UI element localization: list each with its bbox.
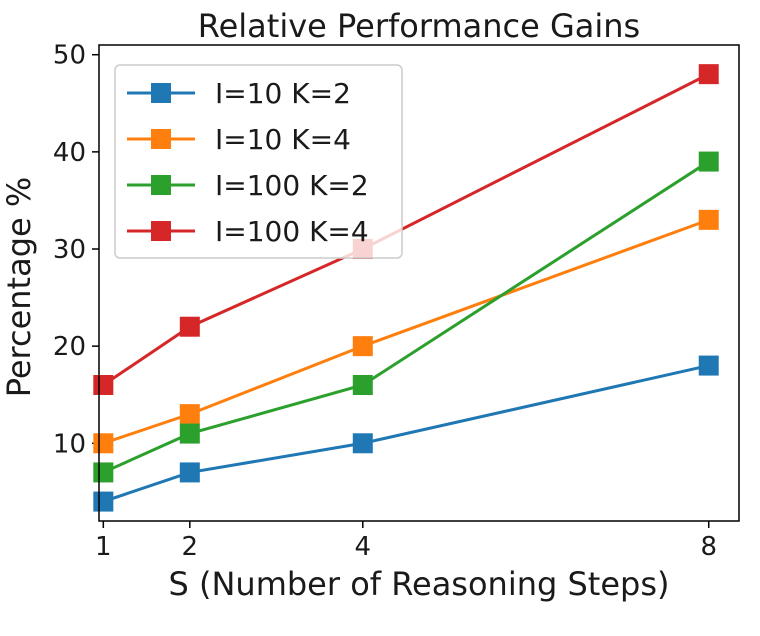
data-point-marker <box>698 355 719 376</box>
y-tick-label: 20 <box>53 332 86 362</box>
x-tick-label: 1 <box>95 532 112 562</box>
data-point-marker <box>698 209 719 230</box>
x-tick-label: 8 <box>700 532 717 562</box>
series-line <box>102 160 710 474</box>
plot-frame <box>98 44 740 522</box>
data-point-marker <box>93 462 114 483</box>
legend-label: I=10 K=2 <box>215 77 351 110</box>
legend-marker <box>151 175 171 195</box>
series-line <box>102 72 710 387</box>
legend-label: I=100 K=2 <box>215 169 369 202</box>
data-point-marker <box>179 462 200 483</box>
data-point-marker <box>352 336 373 357</box>
legend-label: I=100 K=4 <box>215 215 369 248</box>
series-line <box>102 364 710 503</box>
series-line <box>102 218 710 445</box>
axis-ticks: 1 2 4 8 10 20 30 40 50 <box>53 41 717 562</box>
x-tick-label: 4 <box>355 532 372 562</box>
data-point-marker <box>698 64 719 85</box>
legend: I=10 K=2 I=10 K=4 I=100 K=2 I=100 K=4 <box>114 64 403 259</box>
legend-marker <box>151 129 171 149</box>
y-axis-label: Percentage % <box>0 177 38 398</box>
data-point-marker <box>93 433 114 454</box>
legend-box <box>114 64 403 259</box>
data-point-marker <box>93 375 114 395</box>
y-tick-label: 30 <box>53 235 86 265</box>
data-point-marker <box>179 404 200 425</box>
data-point-marker <box>352 375 373 395</box>
series-layer <box>93 64 719 512</box>
data-point-marker <box>93 491 114 512</box>
data-point-marker <box>179 423 200 444</box>
data-point-marker <box>179 316 200 337</box>
legend-item: I=10 K=2 <box>127 77 351 110</box>
x-tick-label: 2 <box>182 532 199 562</box>
legend-item: I=10 K=4 <box>127 123 351 156</box>
y-tick-label: 10 <box>53 429 86 459</box>
legend-marker <box>151 221 171 241</box>
chart-title: Relative Performance Gains <box>198 7 640 45</box>
legend-marker <box>151 83 171 103</box>
legend-item: I=100 K=2 <box>127 169 369 202</box>
legend-label: I=10 K=4 <box>215 123 351 156</box>
legend-item: I=100 K=4 <box>127 215 369 248</box>
y-tick-label: 40 <box>53 138 86 168</box>
y-tick-label: 50 <box>53 41 86 71</box>
x-axis-label: S (Number of Reasoning Steps) <box>169 565 670 603</box>
data-point-marker <box>352 433 373 454</box>
data-point-marker <box>698 151 719 172</box>
series-1 <box>93 209 719 454</box>
